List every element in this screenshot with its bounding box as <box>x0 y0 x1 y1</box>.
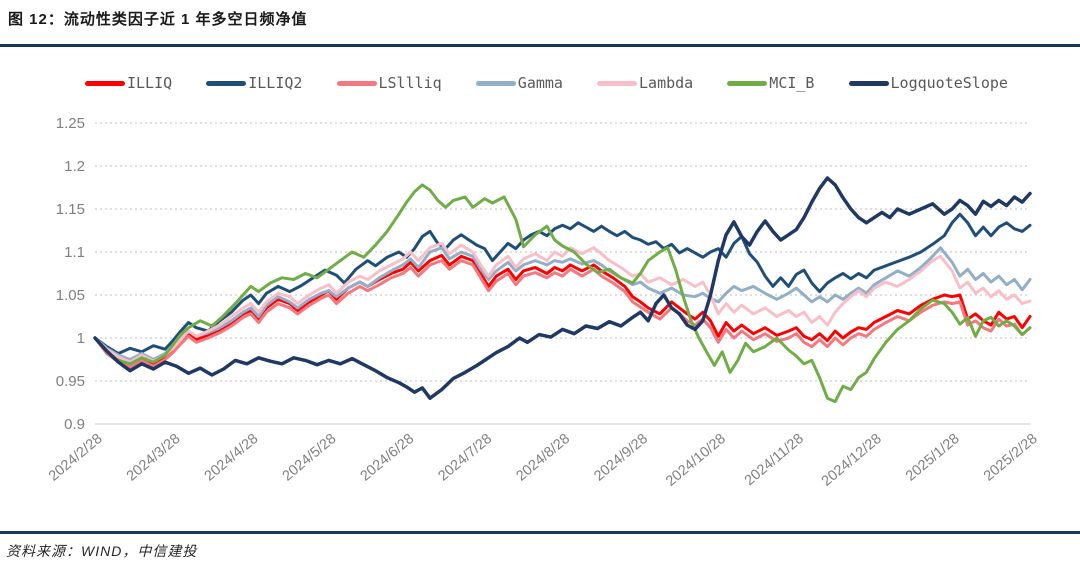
x-axis-tick-label: 2025/1/28 <box>903 431 963 485</box>
x-axis-tick-label: 2024/8/28 <box>513 431 573 485</box>
legend-label: ILLIQ <box>127 74 173 92</box>
legend-swatch-gamma <box>475 80 516 86</box>
x-axis-tick-label: 2024/12/28 <box>819 431 885 490</box>
legend-item-illiq2: ILLIQ2 <box>206 74 302 92</box>
y-axis-tick-label: 0.95 <box>56 373 85 390</box>
legend-label: LSllliq <box>378 74 442 92</box>
legend-swatch-illiq <box>85 80 125 86</box>
legend-item-lsllliq: LSllliq <box>336 74 442 92</box>
legend-swatch-lambda <box>597 80 638 86</box>
source-text: 资料来源：WIND，中信建投 <box>6 543 198 559</box>
series-line-logquoteslope <box>93 176 1032 400</box>
legend-label: MCI_B <box>769 74 815 92</box>
x-axis-tick-label: 2024/3/28 <box>124 431 184 485</box>
y-axis-tick-label: 1.15 <box>56 201 85 218</box>
legend-label: LogquoteSlope <box>890 74 1008 92</box>
legend-item-gamma: Gamma <box>475 74 563 92</box>
x-axis-tick-label: 2024/7/28 <box>435 431 495 485</box>
figure-title: 图 12：流动性类因子近 1 年多空日频净值 <box>8 11 308 28</box>
x-axis-tick-label: 2024/5/28 <box>280 431 340 485</box>
legend-label: Lambda <box>639 74 694 92</box>
y-axis-tick-label: 1.25 <box>56 115 85 132</box>
chart-legend: ILLIQ ILLIQ2 LSllliq Gamma Lambda MCI_B Logquo… <box>85 72 1008 94</box>
x-axis-tick-label: 2024/2/28 <box>46 431 106 485</box>
legend-label: ILLIQ2 <box>248 74 303 92</box>
legend-swatch-illiq2 <box>206 80 247 86</box>
y-axis-tick-label: 0.9 <box>64 416 85 433</box>
y-axis-tick-label: 1.1 <box>64 244 85 261</box>
x-axis-tick-label: 2025/2/28 <box>981 431 1041 485</box>
series-line-mci_b <box>93 183 1032 404</box>
y-axis-tick-label: 1 <box>77 330 85 347</box>
x-axis-tick-label: 2024/6/28 <box>358 431 418 485</box>
legend-label: Gamma <box>517 74 563 92</box>
x-axis-tick-label: 2024/11/28 <box>742 431 807 489</box>
x-axis-tick-label: 2024/9/28 <box>591 431 651 485</box>
legend-item-illiq: ILLIQ <box>85 74 172 92</box>
legend-item-logquoteslope: LogquoteSlope <box>848 74 1008 92</box>
legend-item-lambda: Lambda <box>597 74 693 92</box>
x-axis-tick-label: 2024/4/28 <box>202 431 262 485</box>
top-rule <box>0 44 1080 47</box>
series-line-gamma <box>93 246 1032 361</box>
legend-swatch-mci_b <box>727 80 768 86</box>
legend-item-mci_b: MCI_B <box>727 74 814 92</box>
y-axis-tick-label: 1.2 <box>64 158 85 175</box>
series-line-lsllliq <box>93 259 1032 369</box>
y-axis-tick-label: 1.05 <box>56 287 85 304</box>
x-axis-tick-label: 2024/10/28 <box>663 431 729 490</box>
legend-swatch-logquoteslope <box>848 80 889 86</box>
source-rule <box>0 531 1080 534</box>
series-line-lambda <box>93 241 1032 364</box>
legend-swatch-lsllliq <box>336 80 377 86</box>
series-line-illiq2 <box>93 212 1032 355</box>
